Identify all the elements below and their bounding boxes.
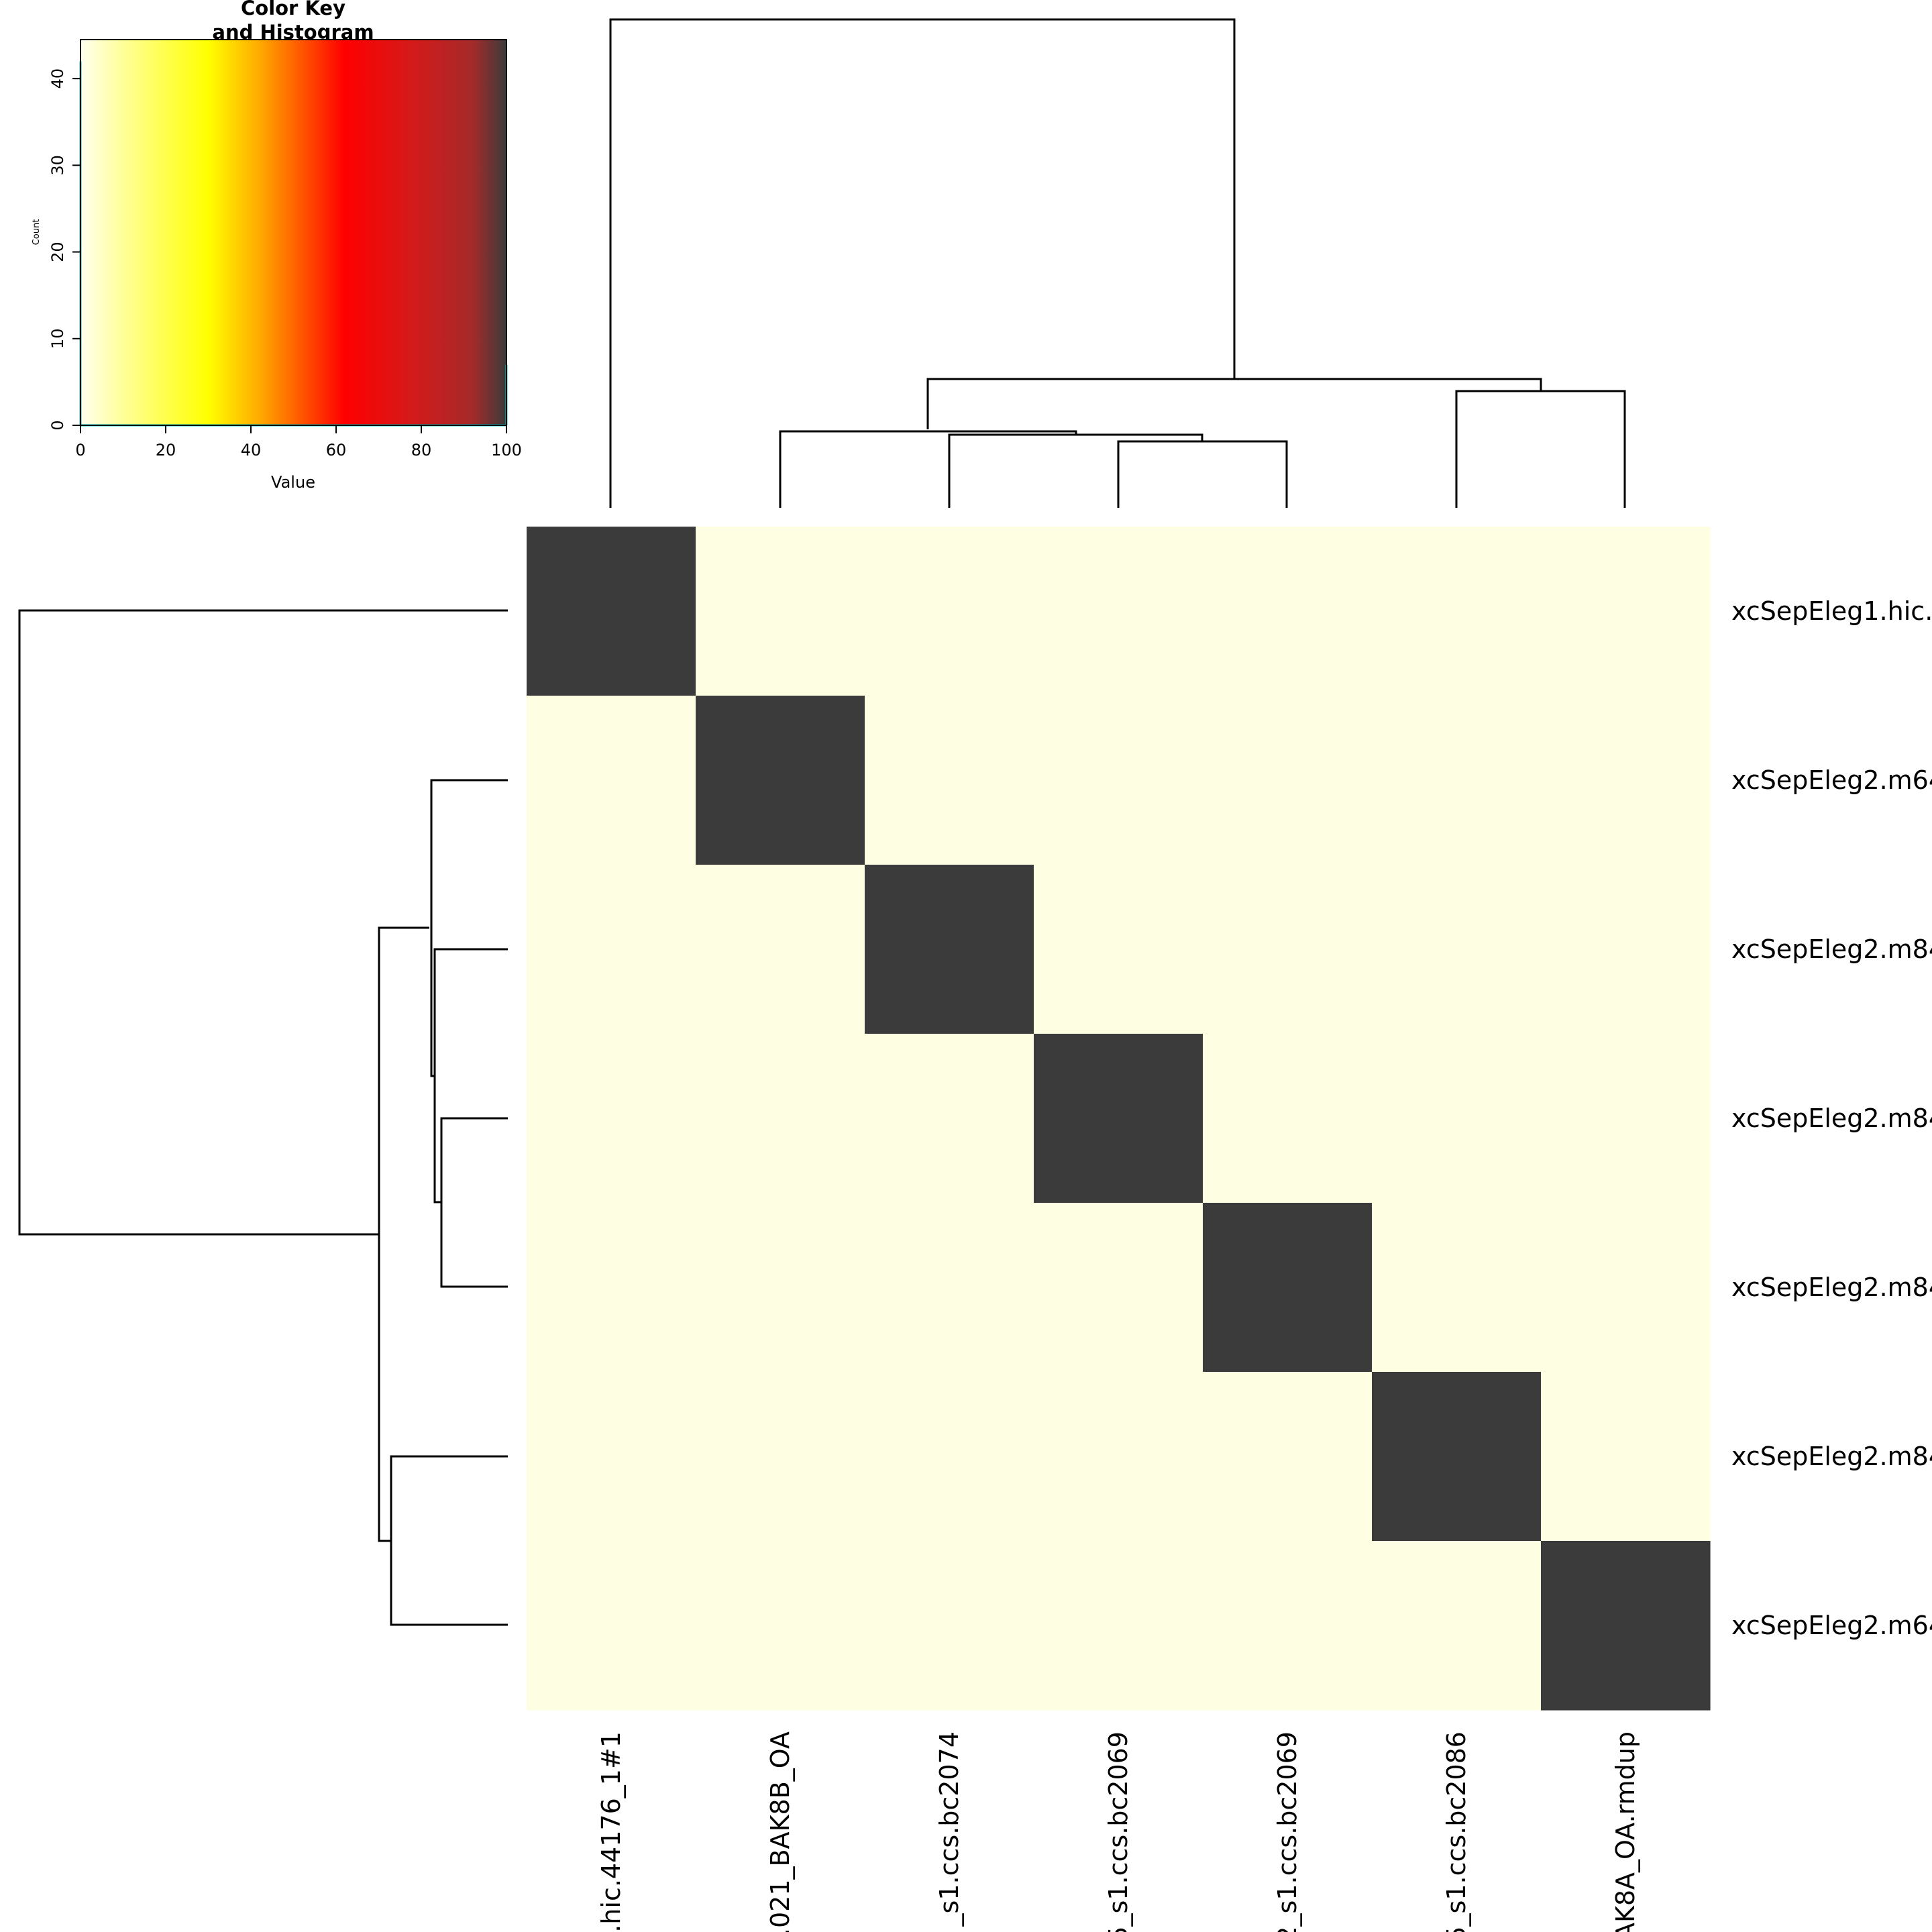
heatmap-row-labels: xcSepEleg1.hic. xcSepEleg2.m64 xcSepEleg2.… [1731,596,1932,1640]
row-label: xcSepEleg2.m84 [1731,934,1932,964]
y-tick-label: 30 [48,155,67,176]
heatmap-cell [1203,527,1373,696]
heatmap-cell [1034,527,1203,696]
heatmap-cell [1541,865,1711,1034]
row-dendrogram [18,609,508,1626]
x-tick-label: 40 [241,441,262,460]
heatmap-cell [527,1372,696,1542]
heatmap-cell [1541,696,1711,865]
heatmap-cell [1541,1203,1711,1373]
heatmap-cell [865,527,1034,696]
column-label: .hic.44176_1#1 [596,1731,626,1932]
x-tick-label: 80 [411,441,432,460]
heatmap-cell [1372,865,1542,1034]
row-label: xcSepEleg2.m84 [1731,1104,1932,1133]
heatmap-cell [1203,1541,1373,1711]
heatmap-cells [527,527,1711,1711]
column-label: 5_s1.ccs.bc2086 [1442,1731,1471,1932]
column-dendrogram [609,18,1626,508]
heatmap-cell [696,1541,865,1711]
color-key-x-axis: 0 20 40 60 80 100 [75,425,522,460]
row-label: xcSepEleg2.m64 [1731,765,1932,795]
heatmap-cell [696,696,865,865]
y-tick-label: 20 [48,241,67,262]
heatmap-cell [527,1541,696,1711]
row-label: xcSepEleg2.m64 [1731,1611,1932,1640]
heatmap-cell [1203,1034,1373,1203]
heatmap-cell [865,696,1034,865]
heatmap-cell [865,1034,1034,1203]
heatmap-cell [1034,1034,1203,1203]
heatmap-cell [865,1541,1034,1711]
column-label: 2_s1.ccs.bc2069 [1273,1731,1302,1932]
heatmap-cell [1203,1203,1373,1373]
heatmap-cell [1034,696,1203,865]
color-key-gradient [80,40,506,425]
heatmap-cell [696,865,865,1034]
x-tick-label: 0 [75,441,85,460]
color-key: Color Key and Histogram 0 20 40 60 80 100 010… [32,0,522,492]
heatmap-cell [1372,527,1542,696]
x-tick-label: 60 [326,441,347,460]
column-label: .021_BAK8B_OA [765,1731,795,1932]
heatmap-cell [865,1372,1034,1542]
heatmap-cell [527,696,696,865]
heatmap-cell [1541,527,1711,696]
heatmap-cell [1034,1372,1203,1542]
column-label: _s1.ccs.bc2074 [934,1731,964,1927]
heatmap-cell [1372,1034,1542,1203]
y-tick-label: 40 [48,68,67,89]
heatmap-cell [527,527,696,696]
row-label: xcSepEleg2.m84 [1731,1442,1932,1471]
heatmap-cell [1203,696,1373,865]
heatmap-cell [865,1203,1034,1373]
color-key-y-axis: 0 10 20 30 40 [48,68,80,431]
heatmap-cell [696,1372,865,1542]
heatmap-cell [527,1034,696,1203]
x-tick-label: 100 [491,441,522,460]
x-tick-label: 20 [156,441,176,460]
heatmap-cell [1372,1203,1542,1373]
heatmap-cell [1203,1372,1373,1542]
heatmap-cell [1034,1203,1203,1373]
color-key-y-label: Count [32,219,42,246]
heatmap-cell [1372,1372,1542,1542]
row-label: xcSepEleg2.m84 [1731,1273,1932,1302]
heatmap-cell [1541,1541,1711,1711]
heatmap-cell [696,1203,865,1373]
column-label: AK8A_OA.rmdup [1611,1731,1640,1932]
heatmap-cell [696,527,865,696]
heatmap-cell [527,865,696,1034]
heatmap-cell [1034,865,1203,1034]
y-tick-label: 0 [48,420,67,430]
heatmap-cell [527,1203,696,1373]
heatmap-cell [1372,1541,1542,1711]
heatmap-column-labels: .hic.44176_1#1 .021_BAK8B_OA _s1.ccs.bc207… [596,1731,1640,1932]
heatmap-cell [1034,1541,1203,1711]
heatmap-cell [1541,1034,1711,1203]
heatmap-cell [865,865,1034,1034]
row-label: xcSepEleg1.hic. [1731,596,1932,626]
color-key-x-label: Value [271,473,315,492]
y-tick-label: 10 [48,329,67,350]
heatmap-cell [1203,865,1373,1034]
column-label: 5_s1.ccs.bc2069 [1104,1731,1133,1932]
color-key-title-line-1: Color Key [241,0,345,19]
heatmap-cell [1372,696,1542,865]
heatmap-cell [1541,1372,1711,1542]
heatmap-cell [696,1034,865,1203]
